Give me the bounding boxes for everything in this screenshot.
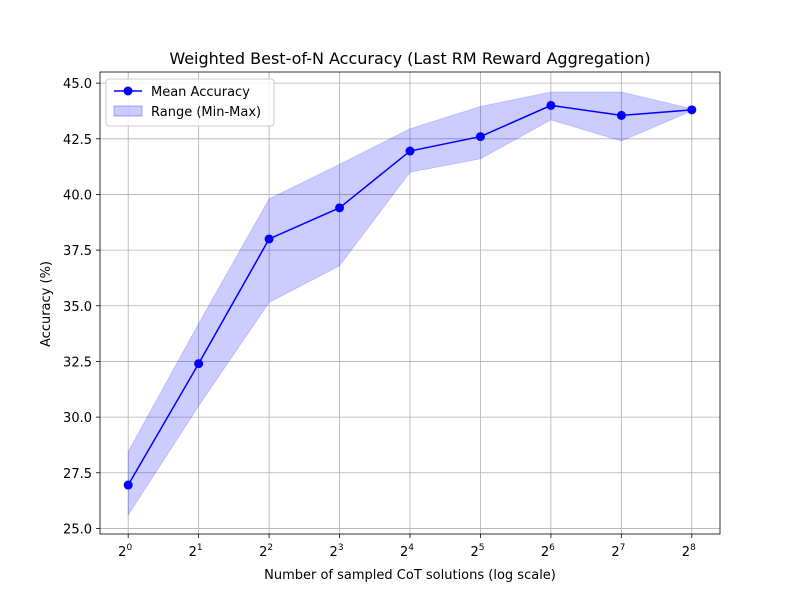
x-tick-base: 2	[682, 545, 690, 560]
x-tick-label: 27	[611, 543, 625, 560]
y-tick-label: 32.5	[63, 355, 92, 370]
x-tick-exponent: 6	[549, 543, 555, 553]
x-tick-label: 28	[682, 543, 696, 560]
x-tick-base: 2	[118, 545, 126, 560]
x-tick-base: 2	[470, 545, 478, 560]
legend-mean-marker-swatch	[123, 86, 133, 96]
chart-title: Weighted Best-of-N Accuracy (Last RM Rew…	[169, 49, 650, 68]
mean-accuracy-point	[475, 132, 485, 142]
mean-accuracy-point	[616, 110, 626, 120]
x-tick-label: 25	[470, 543, 484, 560]
legend: Mean Accuracy Range (Min-Max)	[105, 78, 275, 127]
y-tick-label: 40.0	[63, 188, 92, 203]
x-tick-label: 20	[118, 543, 132, 560]
mean-accuracy-point	[687, 105, 697, 115]
y-axis-title: Accuracy (%)	[39, 261, 54, 347]
x-tick-exponent: 7	[620, 543, 626, 553]
y-tick-label: 35.0	[63, 300, 92, 315]
x-tick-exponent: 2	[267, 543, 273, 553]
y-tick-label: 27.5	[63, 467, 92, 482]
x-tick-base: 2	[611, 545, 619, 560]
legend-box	[105, 78, 275, 127]
x-tick-exponent: 1	[197, 543, 203, 553]
x-tick-base: 2	[330, 545, 338, 560]
legend-range-swatch	[113, 105, 143, 117]
x-tick-base: 2	[259, 545, 267, 560]
x-tick-base: 2	[400, 545, 408, 560]
x-tick-label: 22	[259, 543, 273, 560]
x-tick-exponent: 3	[338, 543, 344, 553]
mean-accuracy-point	[546, 100, 556, 110]
y-tick-label: 42.5	[63, 133, 92, 148]
legend-range-label: Range (Min-Max)	[151, 105, 261, 120]
x-tick-exponent: 4	[408, 543, 414, 553]
x-axis-title: Number of sampled CoT solutions (log sca…	[264, 568, 556, 583]
x-tick-exponent: 8	[690, 543, 696, 553]
x-tick-label: 26	[541, 543, 555, 560]
x-tick-base: 2	[189, 545, 197, 560]
mean-accuracy-point	[405, 146, 415, 156]
y-tick-label: 30.0	[63, 411, 92, 426]
mean-accuracy-point	[194, 359, 204, 369]
mean-line-layer	[123, 100, 697, 490]
x-tick-label: 21	[189, 543, 203, 560]
x-tick-exponent: 0	[126, 543, 132, 553]
y-axis-ticks: 25.0 27.5 30.0 32.5 35.0 37.5 40.0 42.5 45.0	[63, 77, 100, 537]
x-axis-ticks: 20 21 22 23 24 25 26 27 28	[118, 534, 696, 560]
mean-accuracy-point	[335, 203, 345, 213]
mean-accuracy-point	[123, 480, 133, 490]
legend-mean-label: Mean Accuracy	[151, 85, 250, 100]
mean-accuracy-point	[264, 234, 274, 244]
x-tick-exponent: 5	[479, 543, 485, 553]
x-tick-label: 23	[330, 543, 344, 560]
x-tick-base: 2	[541, 545, 549, 560]
y-tick-label: 25.0	[63, 522, 92, 537]
y-tick-label: 45.0	[63, 77, 92, 92]
y-tick-label: 37.5	[63, 244, 92, 259]
x-tick-label: 24	[400, 543, 414, 560]
